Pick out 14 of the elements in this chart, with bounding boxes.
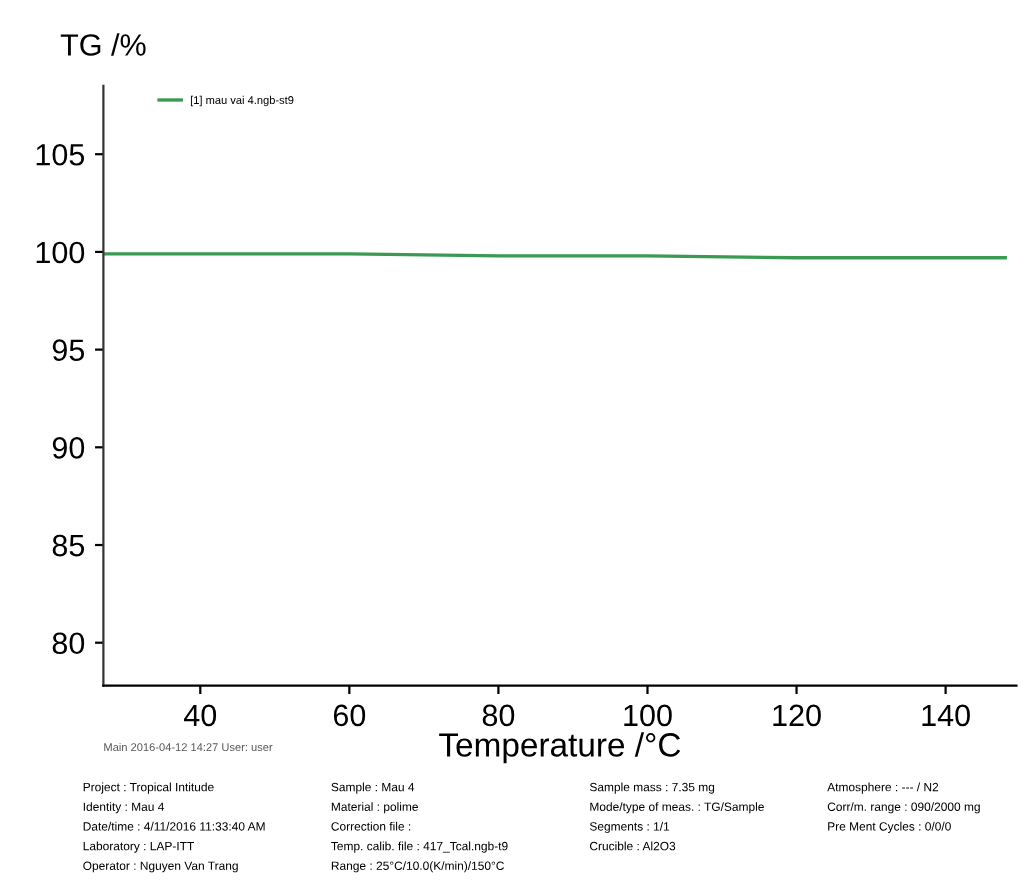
x-tick-label: 60 bbox=[333, 704, 366, 727]
y-tick-label: 100 bbox=[36, 241, 85, 264]
y-tick-label: 95 bbox=[52, 339, 85, 361]
y-tick-label: 80 bbox=[52, 632, 85, 655]
x-tick-label: 140 bbox=[922, 704, 970, 727]
x-tick-label: 40 bbox=[184, 704, 217, 727]
y-tick-label: 105 bbox=[36, 143, 85, 166]
x-axis-title: Temperature /°C bbox=[439, 732, 681, 764]
y-tick-label: 90 bbox=[52, 437, 85, 459]
y-tick-label: 85 bbox=[52, 534, 85, 557]
x-tick-label: 100 bbox=[624, 704, 672, 727]
x-tick-label: 120 bbox=[773, 704, 821, 727]
y-axis-title: TG /% bbox=[60, 33, 146, 56]
x-tick-label: 80 bbox=[482, 704, 515, 727]
